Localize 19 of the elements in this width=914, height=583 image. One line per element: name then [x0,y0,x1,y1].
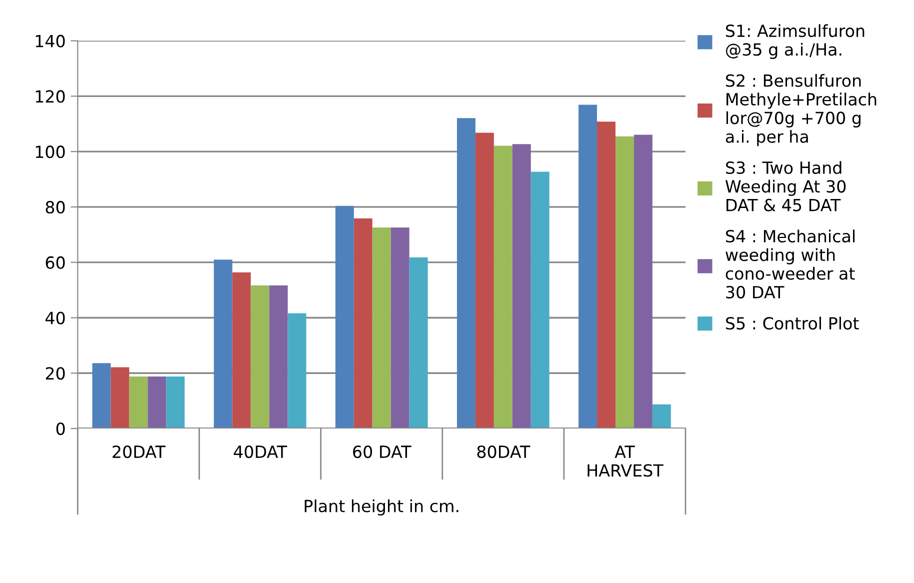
y-tick-label: 20 [46,367,65,380]
y-tick-label: 120 [36,90,65,103]
y-tick-label: 40 [45,312,65,324]
legend-label: S1: Azimsulfuron @35 g a.i./Ha. [726,24,864,60]
legend-label: S3 : Two Hand Weeding At 30 DAT & 45 DAT [725,161,846,212]
x-tick-label: 80DAT [477,445,530,458]
x-axis-title: Plant height in cm. [304,499,458,516]
y-tick-label: 0 [56,422,65,436]
y-tick-label: 80 [46,200,65,214]
legend-label: S2 : Bensulfuron Methyle+Pretilach lor@70g +700 g a.i. per ha [726,74,876,146]
y-tick-label: 140 [36,34,65,48]
y-tick-label: 60 [46,256,65,269]
legend-label: S4 : Mechanical weeding with cono-weeder at 30 DAT [726,230,855,298]
x-tick-label: AT HARVEST [588,446,664,477]
x-tick-label: 40DAT [234,445,288,458]
legend-label: S5 : Control Plot [726,316,859,330]
x-tick-label: 20DAT [112,445,166,458]
y-tick-label: 100 [36,146,65,158]
x-tick-label: 60 DAT [353,445,412,458]
